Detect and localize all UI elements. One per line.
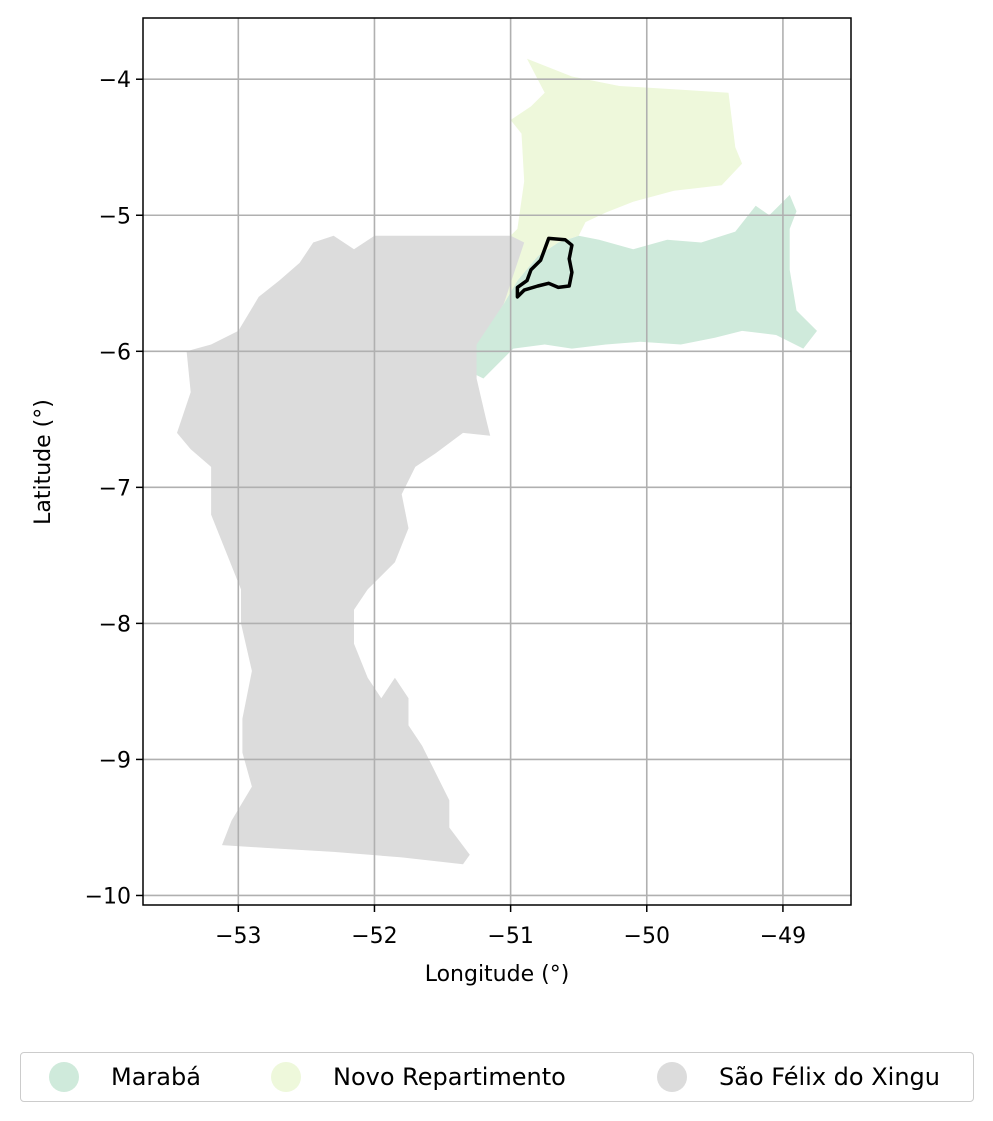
legend-marker-sao-felix-do-xingu — [657, 1062, 687, 1092]
region-layer — [177, 58, 817, 865]
legend-label-novo-repartimento: Novo Repartimento — [333, 1063, 566, 1091]
legend-marker-novo-repartimento — [271, 1062, 301, 1092]
y-tick-label: −4 — [99, 68, 131, 93]
axes-frame — [142, 17, 852, 906]
grid-layer — [143, 18, 851, 905]
legend: Marabá Novo Repartimento São Félix do Xi… — [20, 1052, 974, 1102]
y-tick-label: −7 — [99, 476, 131, 501]
x-tick-label: −53 — [215, 924, 261, 949]
legend-label-sao-felix-do-xingu: São Félix do Xingu — [719, 1063, 940, 1091]
legend-marker-maraba — [49, 1062, 79, 1092]
legend-item-maraba: Marabá — [49, 1053, 201, 1101]
y-tick-label: −8 — [99, 612, 131, 637]
y-axis-label: Latitude (°) — [31, 399, 56, 525]
y-tick-label: −6 — [99, 340, 131, 365]
legend-item-novo-repartimento: Novo Repartimento — [271, 1053, 566, 1101]
region-novo-repartimento — [497, 58, 743, 304]
y-tick-label: −5 — [99, 204, 131, 229]
y-tick-label: −10 — [85, 884, 131, 909]
highlight-outline-layer — [515, 236, 574, 299]
x-tick-label: −52 — [351, 924, 397, 949]
tick-layer: −53 −52 −51 −50 −49 −4 −5 −6 −7 −8 −9 −10 — [85, 68, 807, 949]
x-axis-label: Longitude (°) — [425, 962, 570, 987]
highlight-outline — [515, 236, 574, 299]
legend-item-sao-felix-do-xingu: São Félix do Xingu — [657, 1053, 940, 1101]
y-tick-label: −9 — [99, 748, 131, 773]
region-sao-felix-do-xingu — [177, 235, 525, 865]
region-maraba — [456, 194, 817, 379]
x-tick-label: −51 — [487, 924, 533, 949]
x-tick-label: −49 — [760, 924, 806, 949]
x-tick-label: −50 — [624, 924, 670, 949]
legend-label-maraba: Marabá — [111, 1063, 201, 1091]
